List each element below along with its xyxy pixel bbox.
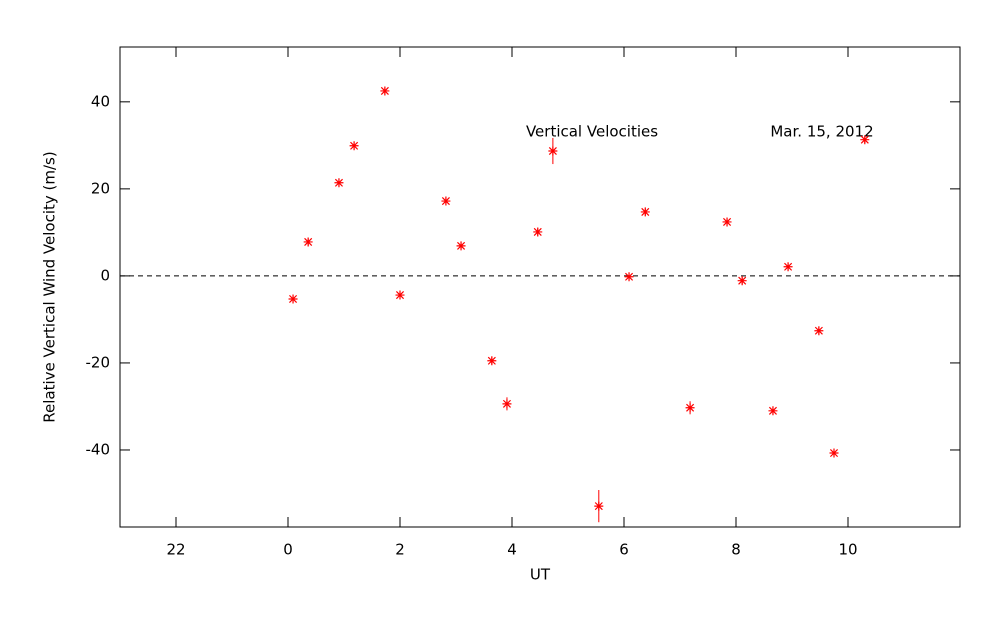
x-tick-label: 4	[507, 541, 517, 559]
point	[860, 135, 870, 145]
point	[349, 141, 359, 151]
annotation: Mar. 15, 2012	[770, 123, 873, 141]
x-tick-label: 22	[166, 541, 185, 559]
point	[594, 501, 604, 511]
point	[288, 294, 298, 304]
point	[640, 207, 650, 217]
x-tick-label: 8	[731, 541, 741, 559]
point	[814, 326, 824, 336]
point	[303, 237, 313, 247]
y-tick-label: 0	[100, 266, 110, 284]
y-tick-label: 20	[91, 179, 110, 197]
point	[624, 272, 634, 282]
point	[768, 406, 778, 416]
point	[456, 241, 466, 251]
annotation: Vertical Velocities	[526, 123, 658, 141]
point	[487, 356, 497, 366]
point	[395, 290, 405, 300]
point	[380, 86, 390, 96]
point	[548, 146, 558, 156]
y-axis-label: Relative Vertical Wind Velocity (m/s)	[41, 151, 59, 422]
point	[829, 448, 839, 458]
x-tick-label: 0	[283, 541, 293, 559]
x-tick-label: 2	[395, 541, 405, 559]
x-tick-label: 10	[838, 541, 857, 559]
point	[737, 276, 747, 286]
point	[783, 262, 793, 272]
y-tick-label: -20	[86, 353, 111, 371]
x-tick-label: 6	[619, 541, 629, 559]
point	[441, 196, 451, 206]
y-tick-label: -40	[86, 440, 111, 458]
point	[685, 403, 695, 413]
y-tick-label: 40	[91, 92, 110, 110]
point	[533, 227, 543, 237]
point	[722, 217, 732, 227]
x-axis-label: UT	[530, 566, 551, 584]
point	[334, 178, 344, 188]
plot-frame	[119, 46, 961, 528]
point	[502, 399, 512, 409]
